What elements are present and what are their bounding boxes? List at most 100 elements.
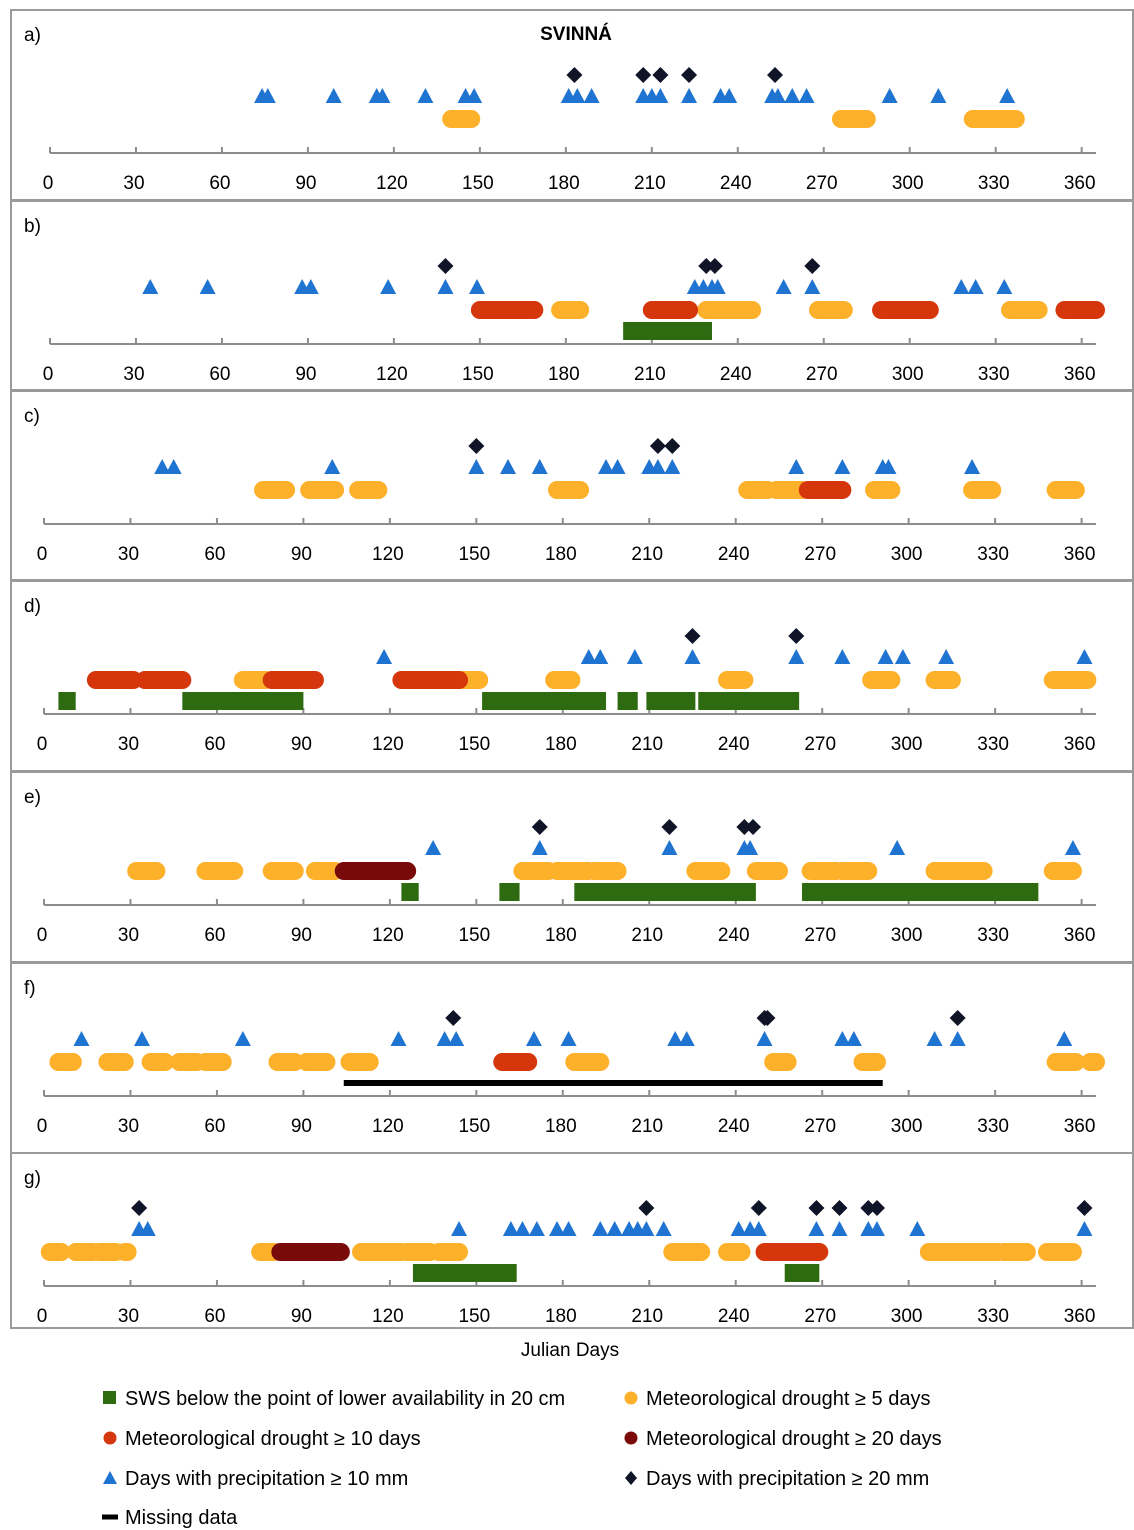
precip-10-marker <box>154 459 171 474</box>
x-tick-label: 240 <box>720 173 752 194</box>
legend-circle-swatch <box>103 1431 117 1445</box>
drought-5-pill <box>300 481 345 499</box>
drought-20-pill <box>271 1243 350 1261</box>
sws-bar <box>412 1264 517 1282</box>
precip-20-marker <box>661 819 678 835</box>
drought-5-pill <box>268 1053 304 1071</box>
precip-10-marker <box>798 88 815 103</box>
precip-10-marker <box>661 840 678 855</box>
drought-10-pill <box>755 1243 829 1261</box>
x-tick-label: 120 <box>376 173 408 194</box>
x-tick-label: 30 <box>118 734 139 755</box>
precip-10-marker <box>788 649 805 664</box>
drought-5-pill <box>663 1243 711 1261</box>
x-tick-label: 120 <box>372 734 404 755</box>
x-tick-label: 180 <box>545 544 577 565</box>
x-tick-label: 330 <box>977 734 1009 755</box>
drought-5-pill <box>833 862 878 880</box>
legend-label: Meteorological drought ≥ 10 days <box>125 1428 421 1450</box>
x-tick-label: 210 <box>631 1306 663 1327</box>
drought-5-pill <box>98 1053 134 1071</box>
drought-5-pill <box>963 481 1002 499</box>
precip-10-marker <box>598 459 615 474</box>
panel-label: e) <box>24 787 41 808</box>
drought-10-pill <box>262 671 324 689</box>
x-tick-label: 60 <box>204 925 225 946</box>
precip-10-marker <box>894 649 911 664</box>
precip-10-marker <box>1056 1031 1073 1046</box>
precip-10-marker <box>259 88 276 103</box>
x-tick-label: 90 <box>291 544 312 565</box>
drought-5-pill <box>853 1053 886 1071</box>
drought-5-pill <box>513 862 558 880</box>
panel-a: a) 0 30 60 90 120 150 180 210 240 270 300 330 360 <box>10 9 1134 201</box>
drought-5-pill <box>1001 301 1048 319</box>
x-tick-label: 300 <box>891 1116 923 1137</box>
drought-5-pill <box>746 862 788 880</box>
drought-5-pill <box>925 671 961 689</box>
drought-5-pill <box>1081 1053 1105 1071</box>
x-tick-label: 90 <box>291 734 312 755</box>
precip-10-marker <box>804 279 821 294</box>
precip-20-marker <box>664 438 681 454</box>
precip-10-marker <box>525 1031 542 1046</box>
precip-10-marker <box>834 649 851 664</box>
drought-5-pill <box>127 862 166 880</box>
panel-g: g) 0 30 60 90 120 150 180 210 240 270 300 330 360 <box>10 1152 1134 1329</box>
precip-10-marker <box>721 88 738 103</box>
drought-10-pill <box>798 481 852 499</box>
sws-bar <box>182 692 304 710</box>
x-tick-label: 30 <box>123 364 144 385</box>
drought-20-pill <box>334 862 417 880</box>
x-tick-label: 90 <box>295 364 316 385</box>
x-tick-label: 300 <box>891 1306 923 1327</box>
x-tick-label: 90 <box>291 1306 312 1327</box>
precip-20-marker <box>706 258 723 274</box>
x-tick-label: 180 <box>545 1306 577 1327</box>
drought-5-pill <box>738 481 777 499</box>
drought-5-pill <box>196 1053 232 1071</box>
precip-10-marker <box>868 1221 885 1236</box>
precip-10-marker <box>652 88 669 103</box>
x-tick-label: 270 <box>806 173 838 194</box>
sws-bar <box>482 692 607 710</box>
drought-5-pill <box>254 481 296 499</box>
x-tick-label: 0 <box>43 173 54 194</box>
drought-5-pill <box>89 1243 126 1261</box>
panel-d: d) 0 30 60 90 120 150 180 210 240 270 300 330 360 <box>10 580 1134 772</box>
precip-10-marker <box>500 459 517 474</box>
precip-20-marker <box>736 819 753 835</box>
x-tick-label: 180 <box>545 734 577 755</box>
x-tick-label: 150 <box>458 734 490 755</box>
precip-10-marker <box>845 1031 862 1046</box>
drought-5-pill <box>115 1243 137 1261</box>
precip-10-marker <box>560 1031 577 1046</box>
precip-10-marker <box>831 1221 848 1236</box>
precip-10-marker <box>531 840 548 855</box>
drought-5-pill <box>718 671 754 689</box>
drought-5-pill <box>865 481 901 499</box>
panel-label: d) <box>24 596 41 617</box>
precip-10-marker <box>877 649 894 664</box>
x-tick-label: 150 <box>458 1306 490 1327</box>
precip-20-marker <box>652 67 669 83</box>
precip-10-marker <box>234 1031 251 1046</box>
precip-10-marker <box>466 88 483 103</box>
drought-5-pill <box>297 1053 336 1071</box>
legend-circle-swatch <box>624 1431 638 1445</box>
panel-label: a) <box>24 25 41 46</box>
drought-5-pill <box>442 110 481 128</box>
legend-item-missing: Missing data <box>102 1507 238 1529</box>
sws-bar <box>784 1264 820 1282</box>
precip-20-marker <box>681 67 698 83</box>
x-tick-label: 360 <box>1064 925 1096 946</box>
x-tick-label: 270 <box>806 364 838 385</box>
precip-20-marker <box>860 1200 877 1216</box>
precip-20-marker <box>745 819 762 835</box>
precip-10-marker <box>655 1221 672 1236</box>
precip-20-marker <box>808 1200 825 1216</box>
precip-20-marker <box>868 1200 885 1216</box>
panel-e: e) 0 30 60 90 120 150 180 210 240 270 300 330 360 <box>10 771 1134 963</box>
x-tick-label: 330 <box>977 1116 1009 1137</box>
legend-item-p10: Days with precipitation ≥ 10 mm <box>103 1468 408 1490</box>
